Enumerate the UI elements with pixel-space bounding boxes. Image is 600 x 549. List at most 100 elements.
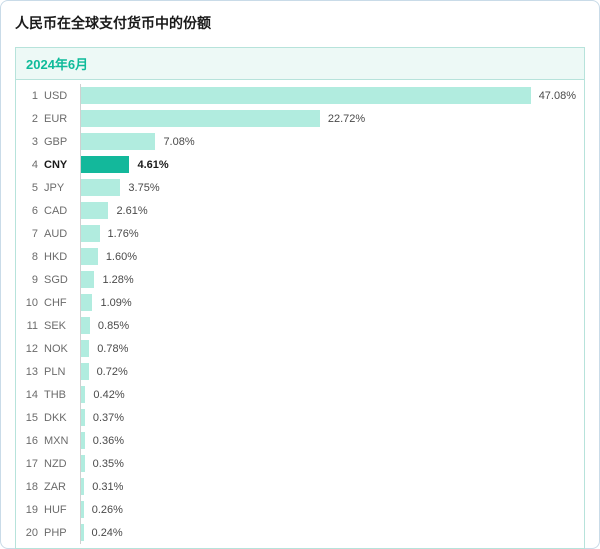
table-row: 11SEK 0.85% <box>20 314 576 337</box>
rank-label: 6 <box>20 205 42 217</box>
table-row: 5JPY 3.75% <box>20 176 576 199</box>
bar <box>81 87 531 104</box>
bar-area: 2.61% <box>80 199 576 222</box>
value-label: 4.61% <box>137 159 168 171</box>
rank-label: 8 <box>20 251 42 263</box>
currency-label: HUF <box>42 504 80 516</box>
value-label: 0.26% <box>92 504 123 516</box>
currency-label: NZD <box>42 458 80 470</box>
rank-label: 16 <box>20 435 42 447</box>
value-label: 0.35% <box>93 458 124 470</box>
currency-label: SEK <box>42 320 80 332</box>
table-row: 16MXN 0.36% <box>20 429 576 452</box>
table-row: 18ZAR 0.31% <box>20 475 576 498</box>
bar <box>81 294 92 311</box>
table-row: 1USD 47.08% <box>20 84 576 107</box>
bar <box>81 340 89 357</box>
bar-area: 0.31% <box>80 475 576 498</box>
bar-area: 1.76% <box>80 222 576 245</box>
bar-area: 0.24% <box>80 521 576 544</box>
value-label: 0.85% <box>98 320 129 332</box>
currency-label: JPY <box>42 182 80 194</box>
table-row: 20PHP 0.24% <box>20 521 576 544</box>
currency-label: PHP <box>42 527 80 539</box>
table-row: 3GBP7.08% <box>20 130 576 153</box>
rank-label: 17 <box>20 458 42 470</box>
value-label: 0.31% <box>92 481 123 493</box>
bar <box>81 363 89 380</box>
bar <box>81 478 84 495</box>
value-label: 0.37% <box>93 412 124 424</box>
currency-label: MXN <box>42 435 80 447</box>
value-label: 0.78% <box>97 343 128 355</box>
bar-area: 0.85% <box>80 314 576 337</box>
currency-label: PLN <box>42 366 80 378</box>
bar-area: 0.78% <box>80 337 576 360</box>
value-label: 0.72% <box>97 366 128 378</box>
table-row: 14THB0.42% <box>20 383 576 406</box>
currency-label: EUR <box>42 113 80 125</box>
rank-label: 1 <box>20 90 42 102</box>
value-label: 0.42% <box>93 389 124 401</box>
bar-area: 1.28% <box>80 268 576 291</box>
currency-label: CNY <box>42 159 80 171</box>
bar-area: 47.08% <box>80 84 576 107</box>
table-row: 6CAD2.61% <box>20 199 576 222</box>
rank-label: 3 <box>20 136 42 148</box>
chart-rows: 1USD47.08%2EUR22.72%3GBP7.08%4CNY4.61%5J… <box>16 80 584 548</box>
bar <box>81 133 155 150</box>
rank-label: 11 <box>20 320 42 332</box>
table-row: 7AUD1.76% <box>20 222 576 245</box>
bar-area: 0.35% <box>80 452 576 475</box>
rank-label: 4 <box>20 159 42 171</box>
rank-label: 9 <box>20 274 42 286</box>
rank-label: 15 <box>20 412 42 424</box>
rank-label: 10 <box>20 297 42 309</box>
bar <box>81 156 129 173</box>
value-label: 0.36% <box>93 435 124 447</box>
currency-label: USD <box>42 90 80 102</box>
table-row: 19HUF0.26% <box>20 498 576 521</box>
bar-area: 0.37% <box>80 406 576 429</box>
bar-area: 1.09% <box>80 291 576 314</box>
currency-label: SGD <box>42 274 80 286</box>
value-label: 0.24% <box>92 527 123 539</box>
rank-label: 13 <box>20 366 42 378</box>
table-row: 9SGD1.28% <box>20 268 576 291</box>
bar <box>81 202 108 219</box>
period-header: 2024年6月 <box>16 48 584 80</box>
outer-panel: 人民币在全球支付货币中的份额 2024年6月 1USD47.08%2EUR22.… <box>0 0 600 549</box>
bar <box>81 409 85 426</box>
value-label: 1.09% <box>100 297 131 309</box>
rank-label: 18 <box>20 481 42 493</box>
rank-label: 12 <box>20 343 42 355</box>
rank-label: 5 <box>20 182 42 194</box>
rank-label: 20 <box>20 527 42 539</box>
value-label: 22.72% <box>328 113 365 125</box>
bar <box>81 501 84 518</box>
rank-label: 14 <box>20 389 42 401</box>
table-row: 17NZD 0.35% <box>20 452 576 475</box>
bar <box>81 432 85 449</box>
bar <box>81 455 85 472</box>
table-row: 10CHF1.09% <box>20 291 576 314</box>
value-label: 3.75% <box>128 182 159 194</box>
bar-area: 0.36% <box>80 429 576 452</box>
currency-label: AUD <box>42 228 80 240</box>
table-row: 15DKK 0.37% <box>20 406 576 429</box>
bar <box>81 225 100 242</box>
bar-area: 3.75% <box>80 176 576 199</box>
table-row: 2EUR22.72% <box>20 107 576 130</box>
bar-area: 22.72% <box>80 107 576 130</box>
currency-label: HKD <box>42 251 80 263</box>
bar <box>81 248 98 265</box>
bar-area: 0.26% <box>80 498 576 521</box>
currency-label: ZAR <box>42 481 80 493</box>
currency-label: DKK <box>42 412 80 424</box>
value-label: 47.08% <box>539 90 576 102</box>
bar-area: 0.42% <box>80 383 576 406</box>
chart-title: 人民币在全球支付货币中的份额 <box>15 13 585 33</box>
bar-area: 4.61% <box>80 153 576 176</box>
table-row: 4CNY 4.61% <box>20 153 576 176</box>
value-label: 7.08% <box>163 136 194 148</box>
